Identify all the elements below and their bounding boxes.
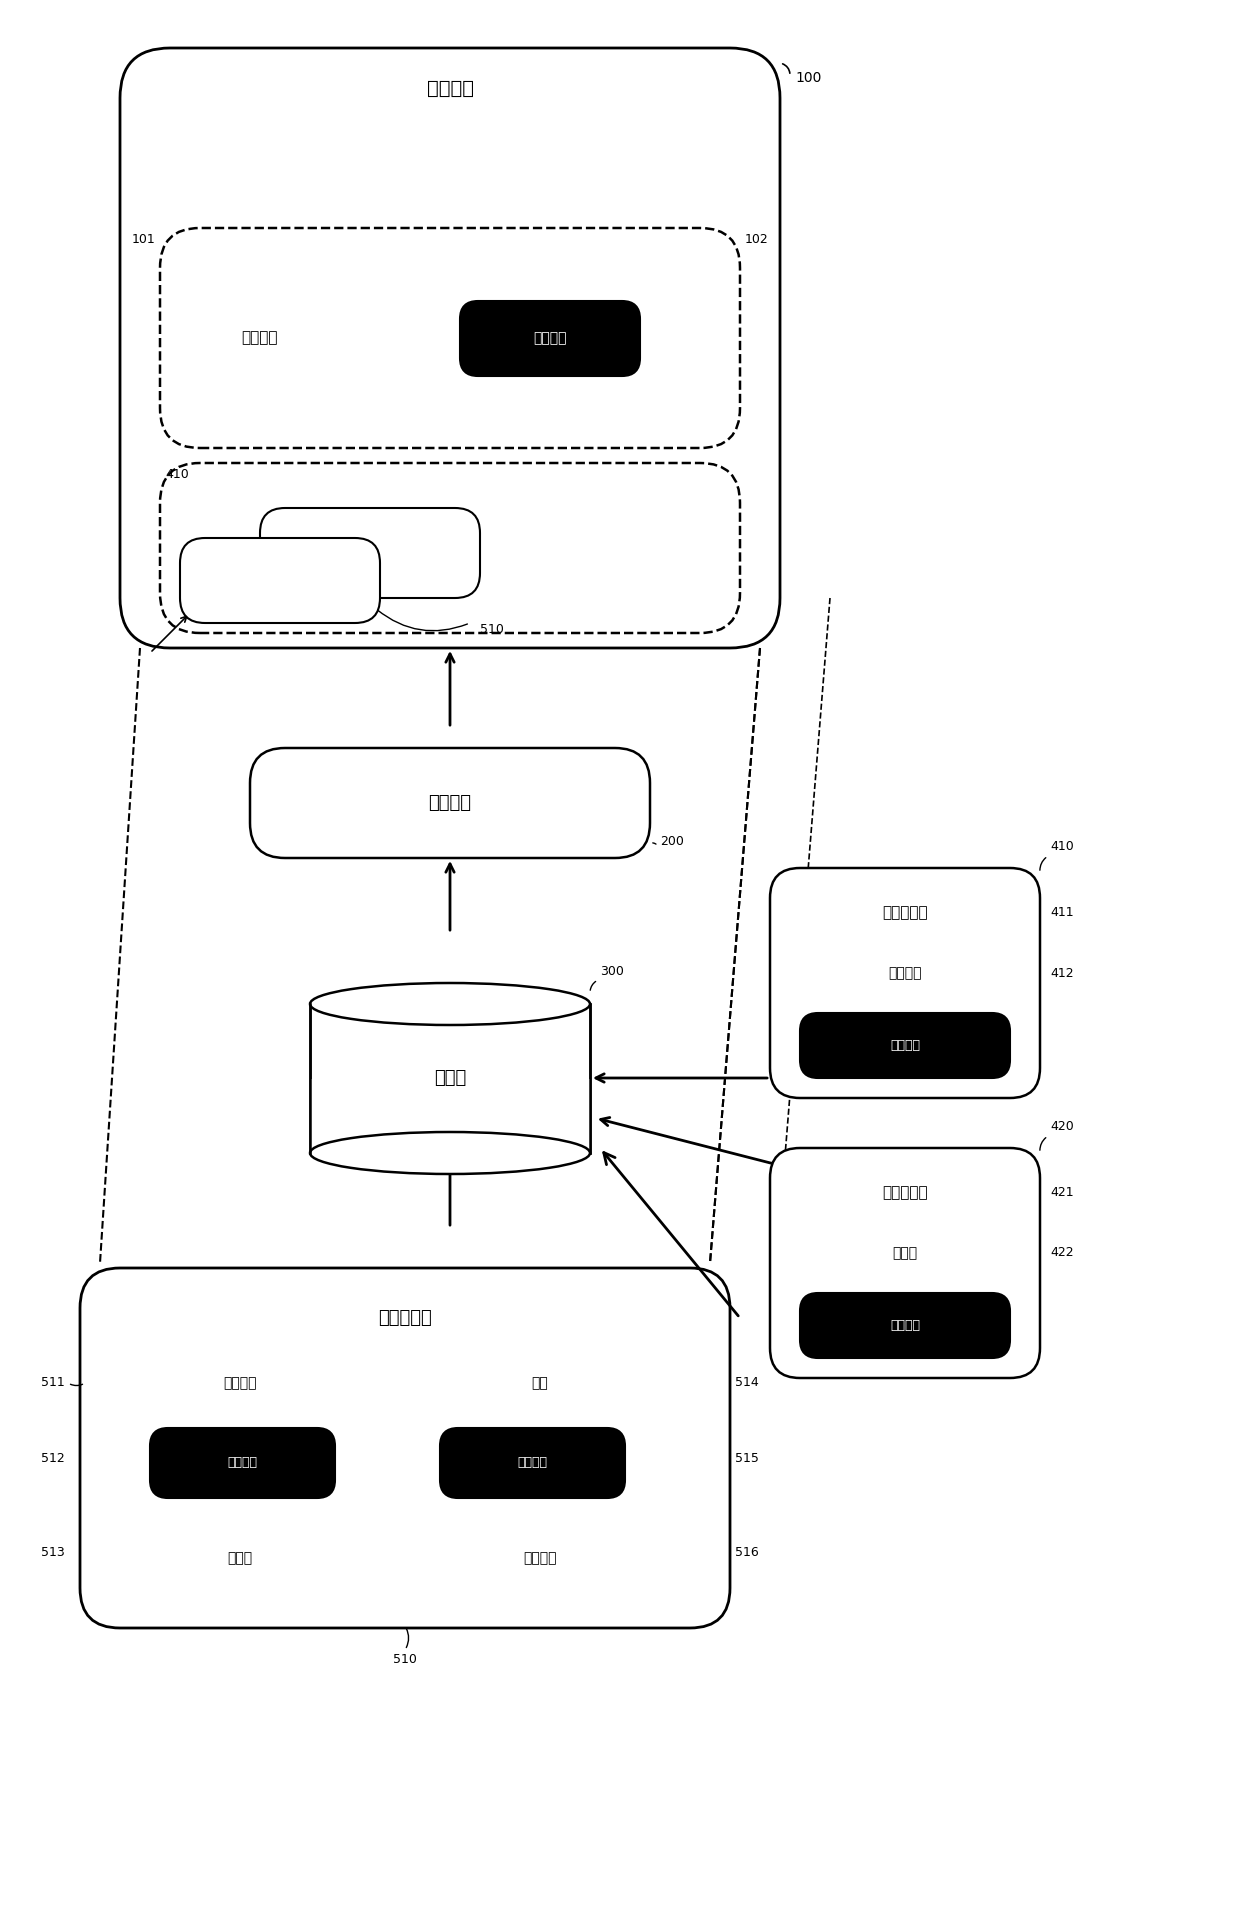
- Text: 老年人: 老年人: [893, 1245, 918, 1261]
- Text: 奶粉专卖店: 奶粉专卖店: [378, 1309, 432, 1326]
- Text: 奶粉专卖店: 奶粉专卖店: [257, 573, 303, 588]
- Text: 一岁宝宝: 一岁宝宝: [242, 330, 278, 345]
- Text: 510: 510: [480, 623, 503, 636]
- FancyBboxPatch shape: [180, 538, 379, 623]
- Text: 检索模块: 检索模块: [429, 794, 471, 812]
- Text: 一岁宝宝: 一岁宝宝: [223, 1377, 257, 1390]
- Text: 411: 411: [1050, 906, 1074, 920]
- Text: 婴幼儿奶粉: 婴幼儿奶粉: [347, 546, 393, 561]
- Text: 两岁宝宝: 两岁宝宝: [517, 1456, 548, 1469]
- Ellipse shape: [310, 1132, 590, 1174]
- Text: 510: 510: [393, 1652, 417, 1666]
- Text: 421: 421: [1050, 1186, 1074, 1199]
- Text: 410: 410: [165, 469, 188, 480]
- Text: 513: 513: [41, 1546, 64, 1560]
- Bar: [310, 1004, 590, 1153]
- Text: 515: 515: [735, 1452, 759, 1465]
- FancyBboxPatch shape: [460, 301, 640, 376]
- Text: 101: 101: [131, 233, 155, 247]
- Text: 个人空间: 个人空间: [427, 79, 474, 98]
- Text: 婴幼奶粉: 婴幼奶粉: [227, 1456, 258, 1469]
- Text: 410: 410: [1050, 841, 1074, 852]
- FancyBboxPatch shape: [81, 1269, 730, 1627]
- Ellipse shape: [310, 983, 590, 1026]
- FancyBboxPatch shape: [120, 48, 780, 648]
- Text: 两岁宝宝: 两岁宝宝: [523, 1550, 557, 1566]
- Text: 512: 512: [41, 1452, 64, 1465]
- Text: 100: 100: [795, 71, 821, 85]
- Bar: [310, 1078, 590, 1153]
- FancyBboxPatch shape: [250, 748, 650, 858]
- Text: 婴幼儿奶粉: 婴幼儿奶粉: [882, 906, 928, 920]
- FancyBboxPatch shape: [260, 507, 480, 598]
- FancyBboxPatch shape: [770, 1147, 1040, 1379]
- Text: 奶粉: 奶粉: [532, 1377, 548, 1390]
- Text: 422: 422: [1050, 1247, 1074, 1259]
- Text: 婴幼奶粉: 婴幼奶粉: [533, 332, 567, 345]
- Text: 中老年奶粉: 中老年奶粉: [882, 1186, 928, 1201]
- FancyBboxPatch shape: [800, 1294, 1011, 1357]
- Text: 420: 420: [1050, 1120, 1074, 1134]
- Text: 412: 412: [1050, 966, 1074, 979]
- FancyBboxPatch shape: [770, 868, 1040, 1099]
- Text: 婴幼儿: 婴幼儿: [227, 1550, 253, 1566]
- Text: 200: 200: [660, 835, 684, 848]
- FancyBboxPatch shape: [800, 1012, 1011, 1078]
- Text: 300: 300: [600, 966, 624, 977]
- FancyBboxPatch shape: [440, 1429, 625, 1498]
- Text: 成人奶粉: 成人奶粉: [890, 1319, 920, 1332]
- Text: 数据库: 数据库: [434, 1068, 466, 1087]
- Text: 102: 102: [745, 233, 769, 247]
- Text: 516: 516: [735, 1546, 759, 1560]
- Text: 511: 511: [41, 1377, 64, 1390]
- Text: 514: 514: [735, 1377, 759, 1390]
- Text: 一岁宝宝: 一岁宝宝: [888, 966, 921, 979]
- Text: 婴幼奶粉: 婴幼奶粉: [890, 1039, 920, 1053]
- FancyBboxPatch shape: [150, 1429, 335, 1498]
